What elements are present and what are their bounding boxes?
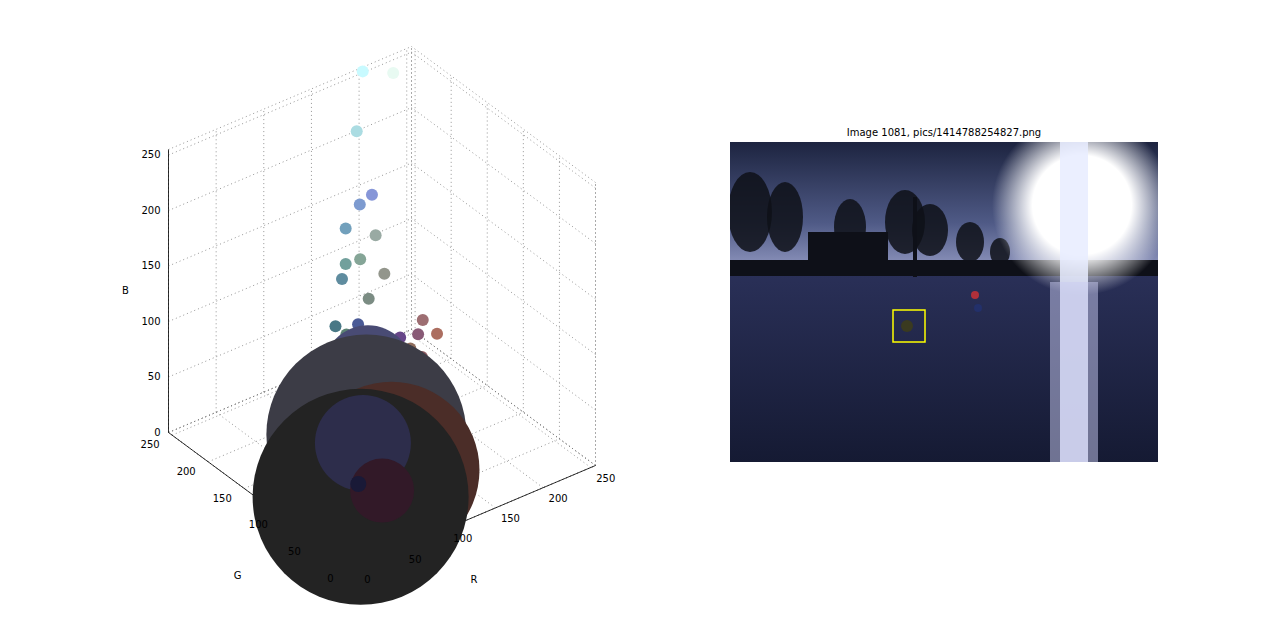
svg-text:150: 150 — [141, 260, 160, 271]
svg-text:0: 0 — [364, 574, 370, 585]
svg-text:250: 250 — [141, 439, 160, 450]
svg-text:250: 250 — [141, 149, 160, 160]
svg-text:200: 200 — [141, 205, 160, 216]
svg-text:250: 250 — [596, 473, 615, 484]
svg-text:G: G — [234, 570, 242, 581]
svg-text:B: B — [122, 285, 129, 296]
svg-text:R: R — [471, 574, 478, 585]
svg-text:50: 50 — [148, 371, 161, 382]
html-text:Image 1081, pics/1414788254827: Image 1081, pics/1414788254827.png — [846, 127, 1042, 138]
svg-text:100: 100 — [453, 533, 472, 544]
svg-text:100: 100 — [141, 316, 160, 327]
svg-text:50: 50 — [409, 554, 422, 565]
svg-text:200: 200 — [549, 493, 568, 504]
svg-text:50: 50 — [288, 546, 301, 557]
svg-text:200: 200 — [177, 466, 196, 477]
svg-text:100: 100 — [249, 519, 268, 530]
svg-text:150: 150 — [213, 493, 232, 504]
svg-text:150: 150 — [501, 513, 520, 524]
svg-text:0: 0 — [327, 573, 333, 584]
svg-text:0: 0 — [154, 427, 160, 438]
